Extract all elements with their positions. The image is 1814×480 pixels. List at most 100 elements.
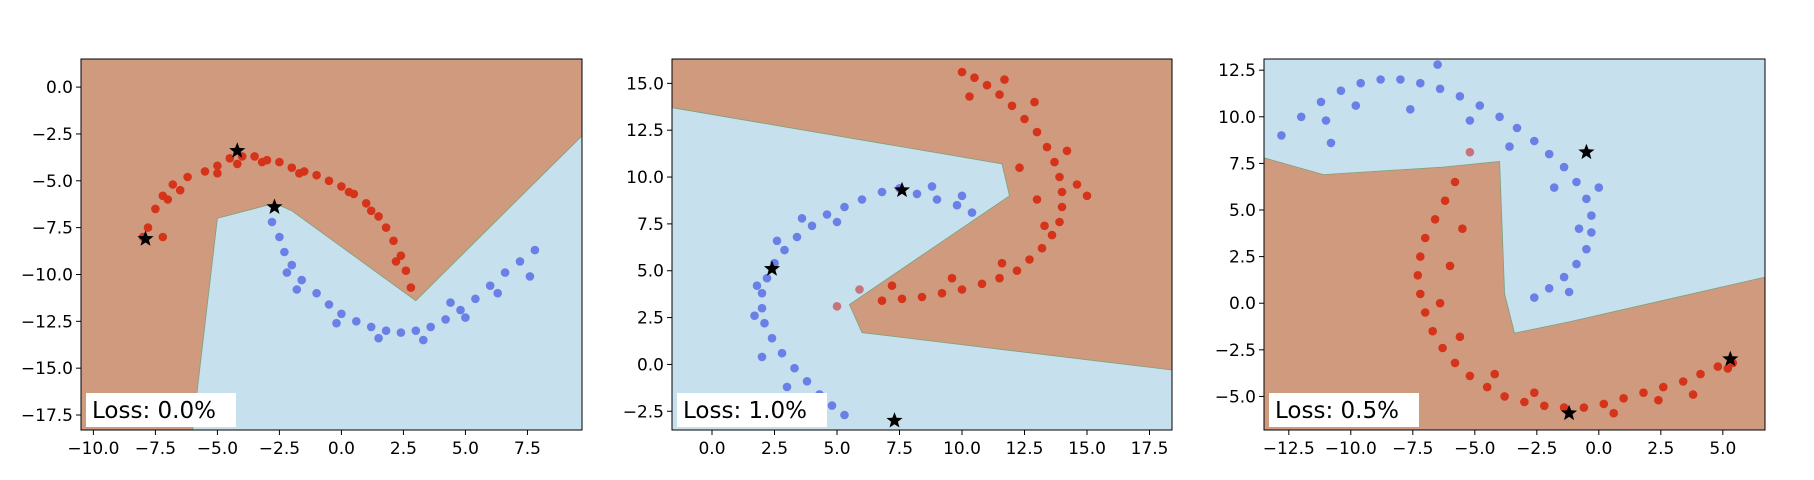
data-point-red [1500, 392, 1509, 401]
data-point-red [233, 159, 242, 169]
data-point-blue [461, 313, 470, 322]
data-point-blue [297, 275, 307, 285]
data-point-red [1639, 388, 1648, 398]
data-point-blue [780, 245, 789, 255]
data-point-blue [1594, 183, 1604, 192]
data-point-blue [752, 281, 762, 291]
data-point-red [1450, 358, 1460, 368]
data-point-red [995, 273, 1004, 283]
data-point-red [1465, 371, 1475, 381]
data-point-blue [877, 187, 887, 197]
data-point-red [287, 163, 297, 172]
data-point-red [1559, 403, 1569, 412]
data-point-blue [1277, 131, 1286, 140]
data-point-red [1057, 202, 1067, 212]
data-point-blue [1572, 259, 1581, 269]
data-point-red [1055, 172, 1064, 182]
data-point-red [1490, 369, 1499, 379]
x-tick-label: 7.5 [886, 439, 913, 459]
data-point-red [1020, 114, 1029, 124]
y-tick-label: 12.5 [626, 121, 664, 141]
star-marker [763, 260, 781, 276]
data-point-blue [772, 236, 782, 246]
star-marker [1578, 143, 1595, 160]
data-point-blue [750, 311, 759, 321]
y-tick-label: −5.0 [1215, 387, 1256, 407]
data-point-red [158, 232, 168, 242]
axes-frame [671, 58, 1173, 431]
data-point-blue [1376, 75, 1385, 84]
x-tick-label: −5.0 [197, 439, 238, 459]
x-tick-label: 2.5 [1647, 439, 1674, 459]
data-point-blue [381, 326, 391, 336]
data-point-blue [1495, 112, 1504, 122]
y-tick-label: −10.0 [21, 265, 73, 285]
data-point-red [250, 152, 259, 161]
x-tick-label: −10.0 [1325, 439, 1377, 459]
data-point-blue [1582, 194, 1591, 204]
data-point-blue [782, 382, 792, 392]
data-point-misclassified [1465, 147, 1475, 157]
x-tick-label: 12.5 [1006, 439, 1044, 459]
data-point-blue [767, 333, 777, 343]
data-point-blue [952, 200, 962, 210]
data-point-red [1012, 266, 1022, 276]
data-point-blue [797, 214, 807, 223]
data-point-blue [287, 260, 297, 270]
data-point-red [937, 288, 947, 298]
data-point-blue [1465, 116, 1475, 125]
data-point-blue [777, 348, 787, 358]
data-point-blue [1582, 244, 1591, 254]
decision-region-blue [192, 135, 582, 430]
data-point-red [200, 167, 210, 176]
data-point-blue [1512, 123, 1522, 133]
y-tick-label: 0.0 [637, 355, 664, 375]
data-point-blue [456, 305, 465, 315]
loss-label: Loss: 0.0% [86, 393, 236, 427]
data-point-blue [332, 318, 341, 328]
data-point-red [1040, 221, 1049, 231]
data-point-blue [419, 335, 428, 345]
data-point-red [168, 180, 178, 189]
data-point-blue [446, 298, 455, 307]
x-tick-label: 7.5 [514, 439, 541, 459]
data-point-blue [832, 217, 842, 227]
y-tick-label: −17.5 [21, 406, 73, 426]
data-point-red [1445, 261, 1455, 271]
data-point-blue [515, 257, 525, 266]
data-point-red [1619, 394, 1628, 403]
data-point-blue [1559, 162, 1569, 172]
data-point-blue [802, 377, 812, 386]
data-point-red [1015, 163, 1024, 172]
data-point-blue [1351, 101, 1361, 110]
x-tick-label: −12.5 [1263, 439, 1315, 459]
y-tick-label: −7.5 [32, 219, 73, 239]
data-point-blue [471, 294, 480, 304]
data-point-red [381, 223, 391, 232]
data-point-red [1530, 388, 1539, 398]
data-point-misclassified [832, 302, 842, 311]
data-point-red [1435, 298, 1445, 308]
data-point-blue [267, 217, 277, 227]
data-point-red [312, 170, 321, 180]
data-point-red [1482, 382, 1492, 392]
x-tick-label: 17.5 [1131, 439, 1169, 459]
y-tick-label: −2.5 [32, 125, 73, 145]
data-point-blue [1406, 105, 1415, 114]
data-point-blue [967, 208, 977, 217]
loss-label-text: Loss: 1.0% [683, 398, 807, 424]
star-marker [893, 181, 911, 197]
data-point-red [997, 258, 1007, 268]
star-marker [1561, 404, 1578, 421]
y-tick-label: −2.5 [1215, 341, 1256, 361]
data-point-red [1678, 377, 1688, 386]
data-point-red [1579, 403, 1589, 412]
star-marker [1722, 350, 1739, 366]
y-tick-label: 12.5 [1218, 61, 1256, 81]
data-point-blue [352, 317, 361, 326]
data-point-blue [857, 195, 867, 204]
data-point-misclassified [855, 285, 864, 294]
data-point-red [970, 73, 979, 82]
data-point-red [163, 195, 173, 204]
data-point-blue [441, 315, 450, 324]
